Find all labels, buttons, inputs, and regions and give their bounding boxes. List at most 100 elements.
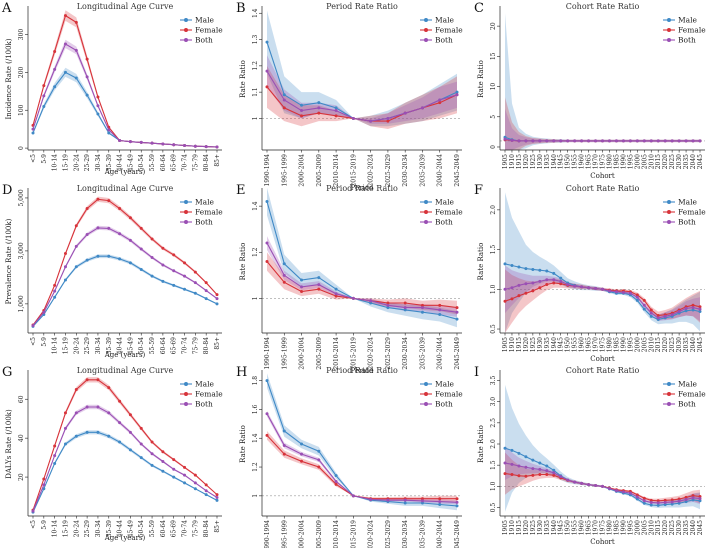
data-point-both: [601, 139, 604, 143]
data-point-female: [684, 495, 688, 499]
legend-swatch-point: [667, 402, 671, 406]
data-point-both: [31, 509, 35, 513]
data-point-both: [455, 93, 459, 97]
x-tick-label: 1930: [537, 154, 544, 169]
data-point-male: [128, 448, 132, 452]
data-point-both: [403, 111, 407, 115]
x-tick-label: 2035: [683, 520, 690, 535]
panel-I: I Cohort Rate Ratio 0.5 1.0 1.5 2.0 2.5 3.0 3.5 1…: [474, 365, 706, 546]
data-point-both: [96, 104, 100, 108]
data-point-female: [85, 207, 89, 211]
y-tick-label: 300: [18, 29, 25, 41]
data-point-female: [204, 483, 208, 487]
x-tick-label: 1910: [509, 154, 516, 169]
data-point-male: [455, 317, 459, 321]
data-point-both: [85, 232, 89, 236]
data-point-male: [63, 442, 67, 446]
x-tick-label: 1990: [620, 520, 627, 535]
data-point-male: [204, 493, 208, 497]
data-point-both: [161, 263, 165, 267]
data-point-male: [649, 314, 653, 318]
data-point-both: [524, 139, 528, 143]
series-line-male: [32, 71, 218, 148]
data-point-both: [614, 290, 618, 294]
ci-band-male: [33, 254, 217, 327]
x-tick-label: 30-34: [95, 520, 102, 537]
y-tick-label: 2.5: [490, 418, 497, 428]
x-tick-label: 2010: [648, 154, 655, 169]
data-point-male: [698, 499, 702, 503]
x-tick-label: 1930: [537, 520, 544, 535]
data-point-both: [538, 139, 542, 143]
data-point-both: [420, 106, 424, 110]
data-point-female: [438, 101, 442, 105]
x-tick-label: 20-24: [73, 337, 80, 354]
x-tick-label: 1915: [516, 154, 523, 169]
x-tick-label: 1965: [586, 154, 593, 169]
legend-swatch-point: [424, 382, 428, 386]
y-tick-label: 1,000: [18, 295, 25, 312]
x-tick-label: 1975: [600, 154, 607, 169]
data-point-both: [552, 471, 556, 475]
y-tick-label: 1.2: [252, 61, 259, 71]
data-point-both: [642, 139, 646, 143]
x-tick-label: 2010-2014: [333, 154, 340, 187]
legend-entry-both: Both: [195, 218, 213, 227]
y-axis-label: Rate Ratio: [477, 243, 485, 281]
x-tick-label: 2010: [648, 520, 655, 535]
data-point-male: [503, 262, 507, 266]
legend-swatch-point: [667, 220, 671, 224]
data-point-male: [334, 106, 338, 110]
x-tick-label: 1975: [600, 520, 607, 535]
legend-swatch-point: [667, 382, 671, 386]
data-point-both: [53, 67, 57, 71]
y-tick-label: 1.0: [490, 481, 497, 491]
x-tick-label: 50-54: [138, 154, 145, 171]
data-point-male: [63, 70, 67, 74]
x-axis-label: Age (years): [104, 534, 146, 542]
data-point-male: [183, 481, 187, 485]
x-tick-label: 1970: [593, 154, 600, 169]
x-tick-label: 1995: [627, 520, 634, 535]
data-point-female: [691, 494, 695, 498]
data-point-male: [334, 287, 338, 291]
panel-title: Period Rate Ratio: [326, 184, 398, 193]
x-tick-label: 10-14: [52, 337, 59, 354]
x-tick-label: 2040: [690, 337, 697, 352]
data-point-male: [53, 85, 57, 89]
data-point-both: [193, 281, 197, 285]
data-point-both: [63, 42, 67, 46]
data-point-male: [510, 448, 514, 452]
data-point-both: [642, 303, 646, 307]
data-point-female: [531, 289, 535, 293]
data-point-both: [172, 143, 176, 147]
data-point-male: [642, 501, 646, 505]
data-point-female: [74, 224, 78, 228]
data-point-both: [684, 139, 688, 143]
x-tick-label: 1915: [516, 520, 523, 535]
data-point-female: [150, 440, 154, 444]
x-tick-label: 2040: [690, 154, 697, 169]
panel-letter: G: [2, 365, 12, 380]
data-point-both: [614, 489, 618, 493]
data-point-female: [538, 472, 542, 476]
data-point-both: [663, 139, 667, 143]
data-point-female: [552, 473, 556, 477]
x-axis-label: Age (years): [104, 351, 146, 359]
data-point-female: [183, 465, 187, 469]
data-point-female: [193, 270, 197, 274]
data-point-male: [161, 469, 165, 473]
y-tick-label: 1.1: [252, 87, 259, 97]
data-point-male: [74, 434, 78, 438]
data-point-male: [334, 474, 338, 478]
data-point-male: [420, 501, 424, 505]
panel-A: A Longitudinal Age Curve 0 100 200 300 <5 5-9 10…: [1, 1, 223, 176]
x-tick-label: 2010: [648, 337, 655, 352]
x-tick-label: 80-84: [203, 154, 210, 171]
x-tick-label: 2025: [669, 520, 676, 535]
ci-band-both: [267, 236, 457, 317]
data-point-both: [351, 116, 355, 120]
data-point-female: [128, 413, 132, 417]
x-tick-label: 1990-1994: [264, 337, 271, 370]
